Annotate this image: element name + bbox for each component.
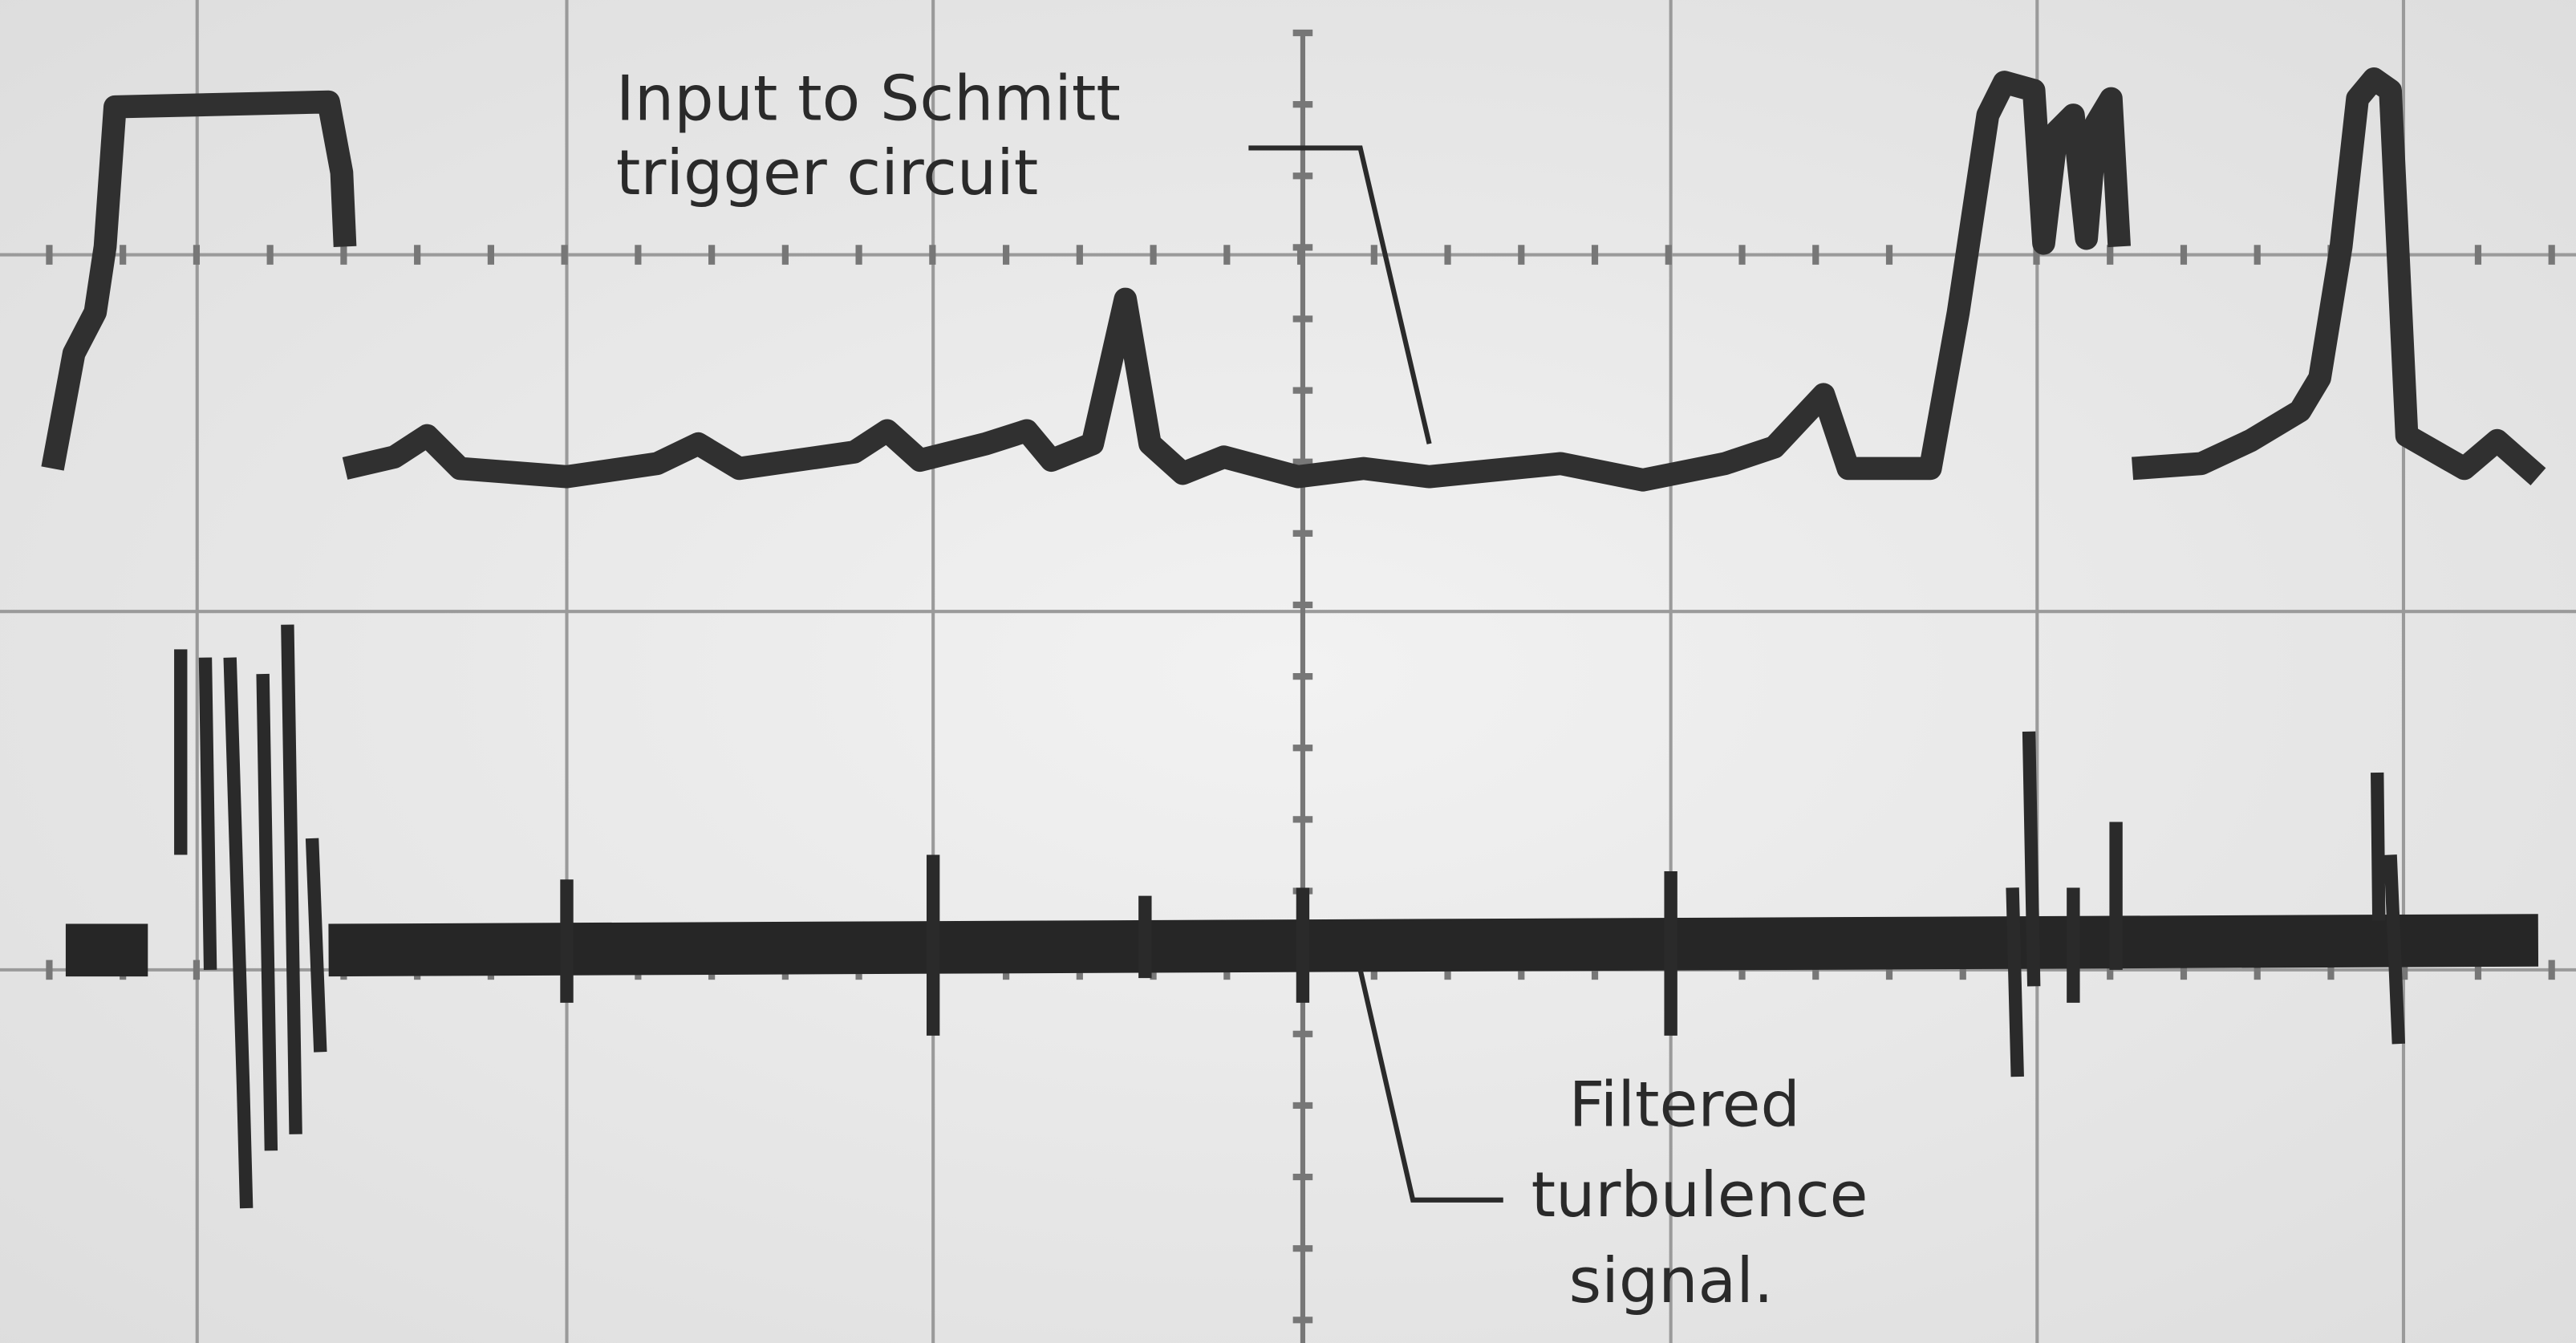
annotation-line: turbulence (1531, 1159, 1868, 1231)
annotation-line: trigger circuit (616, 137, 1038, 209)
lower-trace-spikes (174, 624, 2406, 1209)
annotation-line: Filtered (1569, 1069, 1800, 1142)
annotation-line: signal. (1569, 1245, 1774, 1317)
upper-trace (41, 67, 2546, 492)
leader-lines (1248, 145, 1503, 1203)
lower-trace-band (65, 914, 2539, 977)
annotation-line: Input to Schmitt (616, 63, 1121, 136)
